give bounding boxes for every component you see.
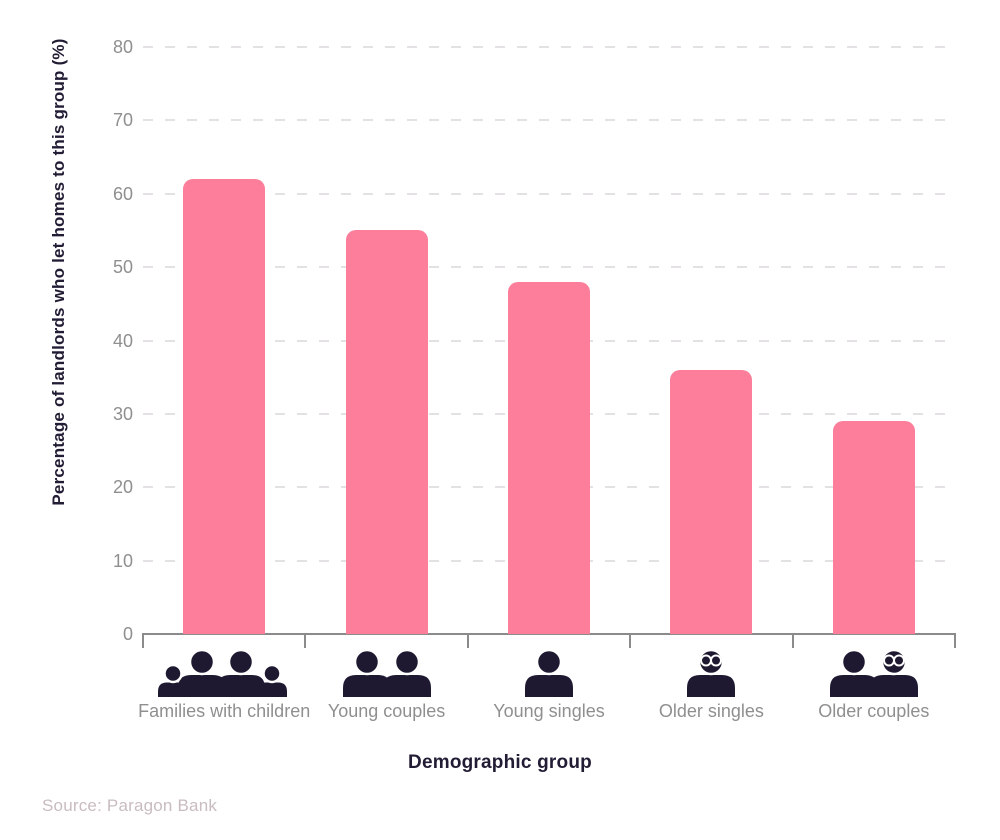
y-tick-label: 30 [112,403,133,424]
x-category-label: Older couples [818,701,930,721]
young-couple-icon [342,648,431,702]
y-tick-label: 20 [112,477,133,498]
gridline [143,119,955,122]
y-tick-label: 0 [122,624,133,644]
y-tick-label: 50 [112,257,133,278]
bar [832,421,915,634]
y-tick-label: 80 [112,37,133,57]
x-category-label: Young singles [493,701,605,721]
family-with-children-icon [156,648,292,702]
older-single-icon [687,648,736,702]
bar [670,369,753,634]
y-tick-label: 40 [112,330,133,351]
x-category-label: Families with children [138,701,311,721]
gridline [143,266,955,269]
y-axis-title: Percentage of landlords who let homes to… [49,38,68,506]
x-axis-tick [954,633,956,648]
x-axis-tick [791,633,794,648]
x-axis-tick [629,633,632,648]
x-axis-tick [466,633,469,648]
x-axis-tick [304,633,307,648]
bar [508,281,590,634]
bar [183,179,266,634]
x-axis-title: Demographic group [408,752,592,773]
y-tick-label: 70 [112,110,133,131]
x-axis-line [142,633,956,635]
x-axis-tick [142,633,144,648]
gridline [143,46,955,48]
source-note: Source: Paragon Bank [42,796,218,815]
x-category-label: Young couples [327,701,446,721]
gridline [143,192,955,195]
older-couple-icon [829,648,918,702]
young-single-icon [525,648,573,702]
x-category-label: Older singles [658,701,764,721]
y-tick-label: 10 [112,550,133,571]
y-tick-label: 60 [112,183,133,204]
bar [345,230,428,634]
